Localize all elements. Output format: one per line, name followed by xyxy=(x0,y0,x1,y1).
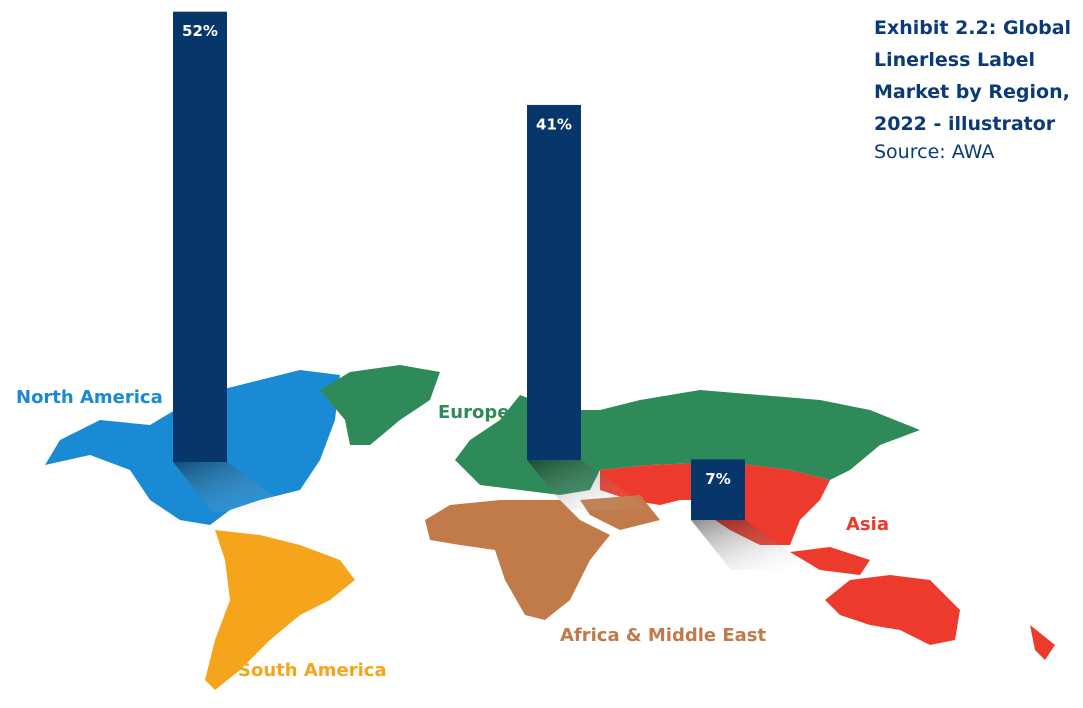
bar xyxy=(173,11,227,463)
chart-title: Exhibit 2.2: Global Linerless Label Mark… xyxy=(874,17,1072,135)
bar xyxy=(527,104,581,460)
region-label: South America xyxy=(238,660,387,681)
bar-shadow xyxy=(527,460,651,510)
region-label: Africa & Middle East xyxy=(560,625,767,646)
bar-shadow xyxy=(173,462,297,512)
value-label: 7% xyxy=(705,470,730,488)
value-label: 52% xyxy=(182,22,218,40)
value-label: 41% xyxy=(536,115,572,133)
bar-shadow xyxy=(691,520,815,570)
region-shape xyxy=(320,365,440,445)
region-shape xyxy=(425,500,610,620)
region-label: North America xyxy=(16,387,163,408)
bars: 52% 41% 7% xyxy=(173,11,815,570)
region-shape xyxy=(1030,625,1055,660)
bar xyxy=(691,459,745,520)
region-label: Europe xyxy=(438,402,509,423)
region-label: Asia xyxy=(846,514,889,535)
region-shape xyxy=(790,547,870,575)
region-shape xyxy=(825,575,960,645)
region-shape xyxy=(205,530,355,690)
source-note: Source: AWA xyxy=(874,141,995,163)
